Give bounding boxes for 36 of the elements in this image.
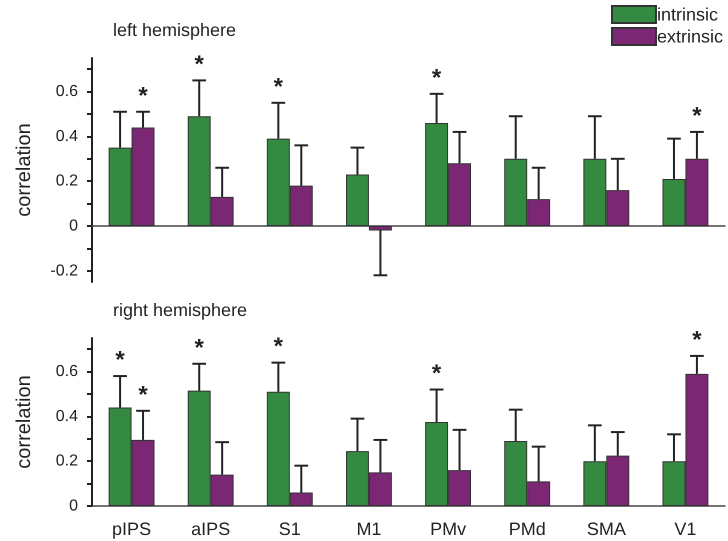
annotation: * [138, 381, 148, 408]
x-tick-label: PMv [430, 519, 466, 539]
y-tick-label: 0 [69, 218, 78, 234]
annotation: * [138, 82, 148, 110]
x-tick-label: pIPS [112, 519, 152, 539]
annotation: * [115, 346, 126, 374]
annotation: * [194, 334, 205, 362]
legend-label: extrinsic [656, 26, 723, 46]
x-tick-label: SMA [586, 519, 626, 539]
annotation: * [274, 333, 284, 360]
annotation: * [194, 50, 205, 78]
y-tick-label: 0.2 [56, 452, 78, 470]
y-tick-label: 0.4 [56, 408, 78, 425]
y-axis-title: correlation [13, 375, 35, 469]
chart-title: left hemisphere [113, 20, 236, 40]
x-tick-label: S1 [278, 519, 301, 539]
x-tick-label: aIPS [191, 519, 230, 539]
y-tick-label: 0.2 [56, 172, 78, 190]
bar [346, 174, 369, 226]
x-tick-label: M1 [356, 519, 382, 539]
annotation: * [692, 102, 702, 130]
y-tick-label: -0.2 [50, 262, 78, 280]
chart-title: right hemisphere [113, 300, 248, 320]
legend-label: intrinsic [656, 4, 718, 24]
y-tick-label: 0.6 [56, 83, 78, 100]
annotation: * [432, 360, 442, 388]
bar [368, 226, 392, 230]
x-tick-label: V1 [674, 519, 696, 539]
y-tick-label: 0 [69, 498, 78, 514]
annotation: * [692, 326, 702, 354]
annotation: * [274, 73, 284, 100]
annotation: * [432, 64, 442, 92]
x-tick-label: PMd [508, 519, 546, 539]
y-tick-label: 0.4 [56, 128, 78, 145]
y-axis-title: correlation [13, 123, 35, 217]
y-tick-label: 0.6 [56, 363, 78, 380]
